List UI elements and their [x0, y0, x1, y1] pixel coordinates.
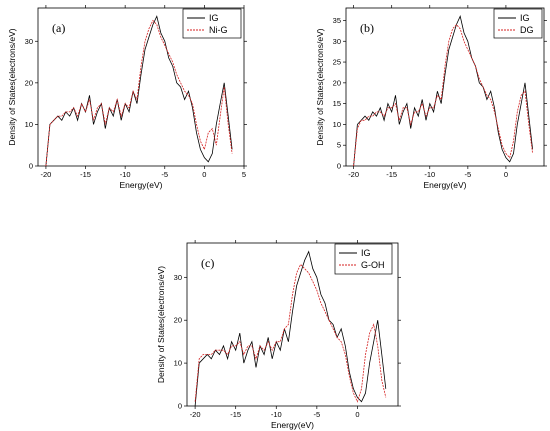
plot-frame [37, 7, 245, 167]
series-line-g-oh [194, 263, 387, 403]
plot-frame [345, 7, 545, 167]
legend-box [182, 8, 242, 39]
y-tick-label: 10 [174, 359, 182, 368]
series-line-ig [353, 15, 533, 167]
legend-entry: IG [520, 13, 530, 23]
plot-frame [186, 242, 399, 407]
y-axis-label: Density of States(electrons/eV) [7, 28, 17, 145]
x-tick-label: -10 [271, 410, 282, 419]
panel-label: (c) [201, 256, 214, 270]
y-tick-label: 25 [333, 58, 341, 67]
panel-a: -20 -15 -10 -5 0 5 0 10 20 30 Energy(eV) Density of… [7, 5, 247, 190]
legend-box [493, 8, 543, 39]
x-axis-label: Energy(eV) [271, 420, 314, 430]
legend-entry: IG [209, 13, 219, 23]
panel-c: -20 -15 -10 -5 0 0 10 20 30 Energy(eV) Density of … [156, 240, 401, 430]
x-tick-label: -20 [348, 170, 359, 179]
y-tick-label: 20 [174, 316, 182, 325]
x-tick-label: 5 [242, 170, 246, 179]
y-tick-label: 10 [333, 120, 341, 129]
x-tick-label: -5 [465, 170, 472, 179]
y-tick-label: 30 [333, 37, 341, 46]
y-axis-label: Density of States(electrons/eV) [315, 28, 325, 145]
y-tick-label: 35 [333, 16, 341, 25]
y-tick-label: 20 [333, 78, 341, 87]
x-tick-label: -15 [386, 170, 397, 179]
y-tick-label: 30 [25, 37, 33, 46]
x-tick-label: 0 [504, 170, 508, 179]
y-axis-label: Density of States(electrons/eV) [156, 266, 166, 383]
x-tick-label: 0 [202, 170, 206, 179]
x-axis-label: Energy(eV) [424, 180, 467, 190]
legend-entry: IG [361, 248, 371, 258]
legend-box [334, 243, 393, 275]
x-tick-label: -5 [161, 170, 168, 179]
panel-label: (b) [360, 21, 374, 35]
x-tick-label: -15 [230, 410, 241, 419]
x-tick-label: -10 [424, 170, 435, 179]
legend-entry: DG [520, 25, 534, 35]
y-tick-label: 30 [174, 273, 182, 282]
x-tick-label: -15 [80, 170, 91, 179]
series-line-ig [45, 15, 233, 167]
y-tick-label: 0 [178, 402, 182, 411]
legend-entry: Ni-G [209, 25, 228, 35]
series-line-ig [194, 250, 387, 407]
y-tick-label: 15 [333, 99, 341, 108]
y-tick-label: 20 [25, 78, 33, 87]
x-tick-label: -20 [190, 410, 201, 419]
y-tick-label: 0 [29, 162, 33, 171]
series-line-ni-g [45, 19, 233, 167]
series-line-dg [353, 24, 533, 167]
y-tick-label: 5 [337, 141, 341, 150]
legend-entry: G-OH [361, 260, 385, 270]
y-tick-label: 10 [25, 120, 33, 129]
x-tick-label: -10 [120, 170, 131, 179]
y-tick-label: 0 [337, 162, 341, 171]
x-tick-label: -5 [314, 410, 321, 419]
x-axis-label: Energy(eV) [120, 180, 163, 190]
x-tick-label: -20 [41, 170, 52, 179]
panel-label: (a) [52, 21, 65, 35]
panel-b: -20 -15 -10 -5 0 0 5 10 15 20 25 30 35 Energy(eV) Dens… [315, 5, 547, 190]
x-tick-label: 0 [355, 410, 359, 419]
